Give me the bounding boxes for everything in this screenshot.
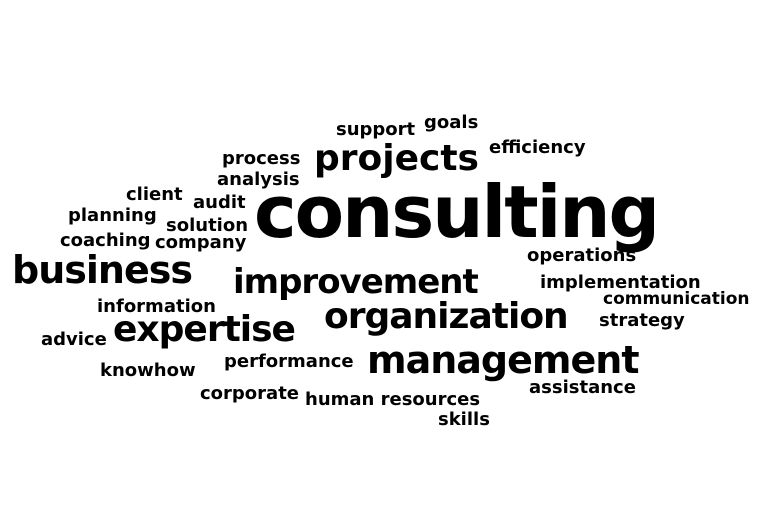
word-consulting: consulting xyxy=(254,170,660,254)
word-corporate: corporate xyxy=(200,383,299,404)
word-strategy: strategy xyxy=(599,310,685,331)
word-business: business xyxy=(12,248,193,292)
word-support: support xyxy=(336,119,416,140)
word-solution: solution xyxy=(166,215,249,236)
word-implementation: implementation xyxy=(540,272,701,293)
word-planning: planning xyxy=(68,205,157,226)
word-organization: organization xyxy=(324,296,569,337)
word-analysis: analysis xyxy=(217,169,300,190)
word-goals: goals xyxy=(424,112,479,133)
word-communication: communication xyxy=(603,289,750,309)
word-skills: skills xyxy=(438,409,490,430)
word-assistance: assistance xyxy=(529,377,636,398)
word-coaching: coaching xyxy=(60,230,151,251)
word-information: information xyxy=(97,296,216,317)
word-human-resources: human resources xyxy=(305,389,481,410)
word-process: process xyxy=(222,148,301,169)
word-knowhow: knowhow xyxy=(100,360,196,381)
word-company: company xyxy=(155,232,247,253)
word-operations: operations xyxy=(527,245,637,266)
word-expertise: expertise xyxy=(113,309,296,350)
word-projects: projects xyxy=(314,138,479,179)
word-performance: performance xyxy=(224,351,354,372)
word-client: client xyxy=(126,184,183,205)
word-management: management xyxy=(367,338,639,382)
word-efficiency: efficiency xyxy=(489,137,586,158)
word-improvement: improvement xyxy=(233,262,479,302)
word-audit: audit xyxy=(193,192,246,213)
word-advice: advice xyxy=(41,329,107,350)
